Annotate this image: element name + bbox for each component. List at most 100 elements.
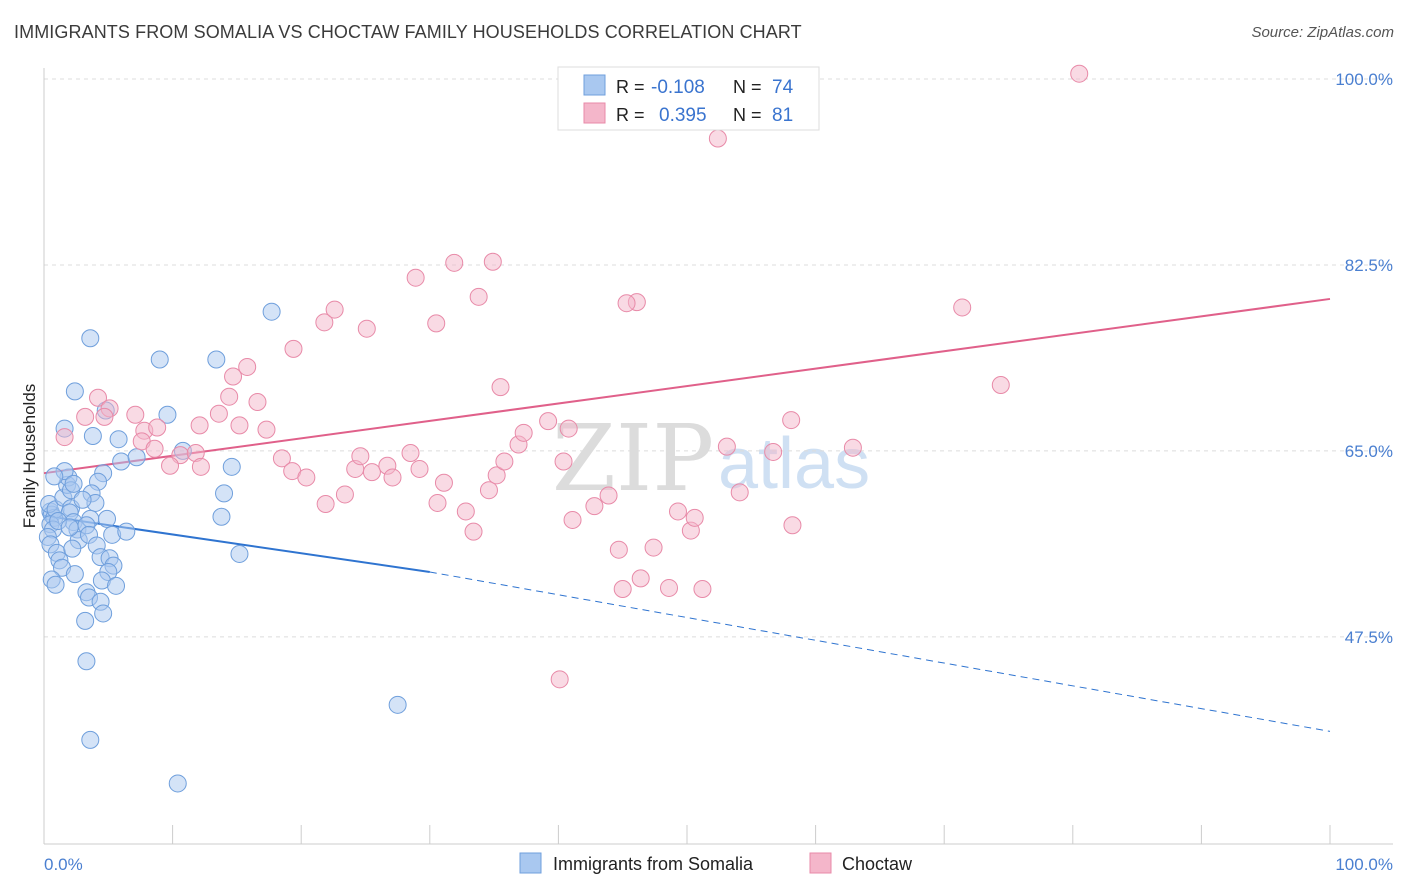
- point-choctaw: [491, 378, 510, 397]
- point-somalia: [150, 350, 169, 369]
- point-somalia: [76, 611, 95, 630]
- point-choctaw: [191, 457, 210, 476]
- point-choctaw: [764, 442, 783, 461]
- point-somalia: [81, 730, 100, 749]
- point-choctaw: [427, 314, 446, 333]
- point-somalia: [222, 457, 241, 476]
- point-choctaw: [145, 439, 164, 458]
- point-choctaw: [220, 387, 239, 406]
- point-choctaw: [257, 420, 276, 439]
- stats-legend-n-choctaw: 81: [772, 105, 793, 126]
- point-choctaw: [284, 339, 303, 358]
- point-choctaw: [613, 580, 632, 598]
- point-choctaw: [782, 411, 801, 430]
- stats-legend-n-label: N =: [733, 105, 762, 125]
- point-choctaw: [445, 253, 464, 272]
- point-choctaw: [410, 459, 429, 478]
- stats-legend-swatch-choctaw: [583, 102, 606, 124]
- point-choctaw: [708, 129, 727, 148]
- point-somalia: [230, 544, 249, 563]
- point-choctaw: [539, 412, 558, 431]
- point-somalia: [158, 405, 177, 424]
- point-choctaw: [401, 444, 420, 462]
- point-choctaw: [272, 449, 291, 468]
- point-choctaw: [148, 418, 167, 437]
- point-choctaw: [351, 447, 370, 466]
- point-choctaw: [487, 466, 506, 485]
- point-choctaw: [717, 437, 736, 456]
- point-choctaw: [316, 495, 335, 513]
- point-choctaw: [563, 510, 582, 529]
- point-choctaw: [406, 268, 425, 287]
- point-somalia: [117, 522, 136, 541]
- stats-legend-r-label: R =: [616, 105, 645, 125]
- point-choctaw: [685, 508, 704, 527]
- point-choctaw: [161, 456, 180, 475]
- point-somalia: [262, 302, 281, 321]
- point-choctaw: [668, 502, 687, 521]
- point-somalia: [63, 539, 82, 558]
- source-label: Source: ZipAtlas.com: [1251, 24, 1394, 41]
- point-choctaw: [585, 497, 604, 516]
- point-choctaw: [559, 419, 578, 438]
- point-somalia: [168, 774, 187, 793]
- point-somalia: [45, 467, 64, 486]
- point-choctaw: [644, 538, 663, 557]
- point-choctaw: [554, 452, 573, 471]
- point-choctaw: [190, 416, 209, 435]
- point-somalia: [109, 430, 128, 449]
- chart-title: IMMIGRANTS FROM SOMALIA VS CHOCTAW FAMIL…: [14, 22, 802, 42]
- point-choctaw: [224, 367, 243, 386]
- point-choctaw: [550, 670, 569, 689]
- point-somalia: [127, 448, 146, 467]
- point-somalia: [112, 452, 131, 471]
- point-choctaw: [357, 319, 376, 338]
- point-choctaw: [209, 404, 228, 423]
- point-choctaw: [693, 580, 712, 598]
- point-choctaw: [335, 485, 354, 504]
- point-somalia: [60, 518, 79, 537]
- point-choctaw: [609, 540, 628, 559]
- point-somalia: [215, 484, 234, 503]
- point-choctaw: [434, 473, 453, 492]
- stats-legend-r-somalia: -0.108: [651, 77, 705, 98]
- point-choctaw: [456, 502, 475, 521]
- point-somalia: [94, 604, 113, 623]
- point-choctaw: [55, 428, 74, 447]
- point-choctaw: [325, 300, 344, 319]
- point-choctaw: [631, 569, 650, 588]
- series-legend-swatch-choctaw: [809, 852, 832, 874]
- point-choctaw: [469, 287, 488, 306]
- point-choctaw: [783, 516, 802, 535]
- stats-legend-r-choctaw: 0.395: [659, 105, 707, 126]
- point-somalia: [388, 695, 407, 714]
- point-choctaw: [464, 522, 483, 541]
- point-choctaw: [1070, 64, 1089, 83]
- point-somalia: [83, 427, 102, 445]
- point-choctaw: [297, 468, 316, 487]
- x-tick-label-max: 100.0%: [1335, 855, 1393, 874]
- y-tick-label: 47.5%: [1345, 628, 1393, 647]
- point-somalia: [73, 490, 92, 509]
- point-choctaw: [95, 407, 114, 426]
- point-somalia: [65, 382, 84, 401]
- series-legend: Immigrants from Somalia Choctaw: [519, 852, 913, 874]
- point-somalia: [64, 474, 83, 493]
- y-tick-labels: 100.0% 82.5% 65.0% 47.5%: [1335, 70, 1393, 647]
- data-points: [38, 64, 1089, 793]
- point-somalia: [77, 652, 96, 671]
- point-choctaw: [428, 493, 447, 512]
- point-somalia: [212, 507, 231, 526]
- point-choctaw: [514, 423, 533, 442]
- point-somalia: [107, 576, 126, 595]
- point-choctaw: [238, 357, 257, 376]
- y-axis-label: Family Households: [20, 384, 39, 529]
- point-choctaw: [599, 486, 618, 505]
- y-tick-label: 100.0%: [1335, 70, 1393, 89]
- point-choctaw: [659, 578, 678, 597]
- stats-legend-n-somalia: 74: [772, 77, 794, 98]
- point-somalia: [207, 350, 226, 369]
- series-legend-swatch-somalia: [519, 852, 542, 874]
- stats-legend: R = -0.108 N = 74 R = 0.395 N = 81: [557, 66, 820, 131]
